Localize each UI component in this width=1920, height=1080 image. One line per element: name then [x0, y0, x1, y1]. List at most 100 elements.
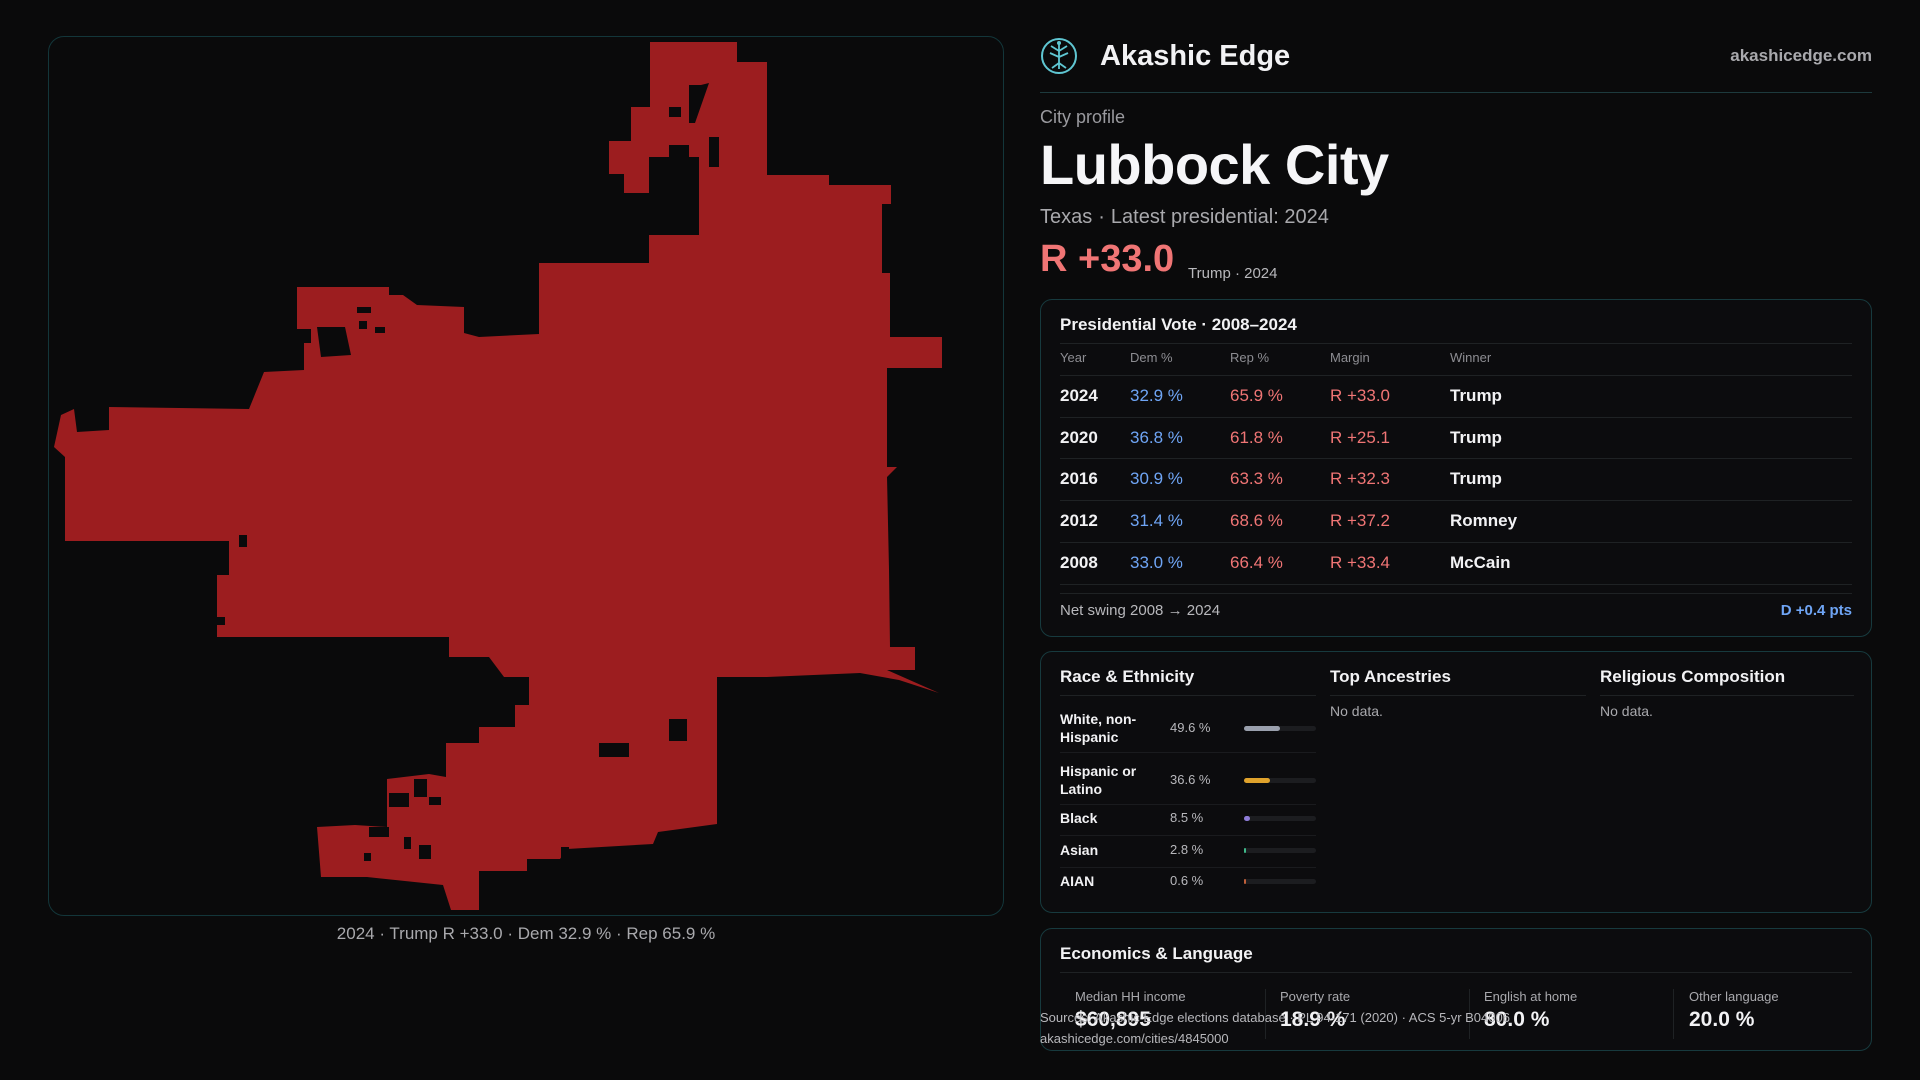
latest-margin: R +33.0 — [1040, 238, 1175, 280]
religion-empty: No data. — [1600, 703, 1653, 719]
profile-subtitle: Texas · Latest presidential: 2024 — [1040, 206, 1329, 228]
divider — [1600, 695, 1854, 696]
cell-dem: 31.4 % — [1130, 511, 1183, 530]
table-row: 2008 33.0 % 66.4 % R +33.4 McCain — [1060, 542, 1852, 584]
sources-line: Sources: Akashic Edge elections database… — [1040, 1010, 1510, 1025]
race-label: AIAN — [1060, 873, 1095, 889]
race-ethnicity-title: Race & Ethnicity — [1060, 667, 1195, 686]
religion-title: Religious Composition — [1600, 667, 1786, 686]
city-permalink[interactable]: akashicedge.com/cities/4845000 — [1040, 1031, 1229, 1046]
cell-rep: 63.3 % — [1230, 469, 1283, 488]
cell-rep: 65.9 % — [1230, 386, 1283, 405]
cell-winner: McCain — [1450, 553, 1511, 572]
city-map-panel[interactable] — [48, 36, 1004, 916]
latest-margin-note: Trump · 2024 — [1188, 265, 1278, 282]
stat-label: English at home — [1484, 989, 1578, 1004]
cell-year: 2020 — [1060, 428, 1098, 447]
divider — [1060, 972, 1852, 973]
race-bar-fill — [1244, 726, 1280, 731]
race-bar-fill — [1244, 848, 1247, 853]
race-bar-fill — [1244, 778, 1271, 783]
table-row: 2020 36.8 % 61.8 % R +25.1 Trump — [1060, 417, 1852, 459]
race-bar-fill — [1244, 816, 1251, 821]
stat-value: 20.0 % — [1689, 1008, 1755, 1031]
brand-url-link[interactable]: akashicedge.com — [1730, 46, 1872, 65]
divider — [1265, 989, 1266, 1039]
cell-margin: R +37.2 — [1330, 511, 1391, 530]
divider — [1469, 989, 1470, 1039]
cell-dem: 30.9 % — [1130, 469, 1183, 488]
race-label: Hispanic or Latino — [1060, 763, 1137, 797]
col-header-winner: Winner — [1450, 350, 1492, 365]
cell-dem: 33.0 % — [1130, 553, 1183, 572]
stat-value: 80.0 % — [1484, 1008, 1550, 1031]
cell-margin: R +33.4 — [1330, 553, 1391, 572]
stat-label: Other language — [1689, 989, 1779, 1004]
vote-card-title: Presidential Vote · 2008–2024 — [1060, 315, 1297, 334]
row-divider — [1060, 542, 1852, 543]
col-header-dem: Dem % — [1130, 350, 1173, 365]
economics-title: Economics & Language — [1060, 944, 1253, 963]
net-swing-label: Net swing 2008 → 2024 — [1060, 602, 1221, 619]
stat-value: $60,895 — [1075, 1008, 1151, 1031]
divider — [1060, 695, 1316, 696]
race-bar-track — [1244, 778, 1316, 783]
net-swing-value: D +0.4 pts — [1780, 602, 1852, 619]
col-header-year: Year — [1060, 350, 1087, 365]
divider — [1060, 343, 1852, 344]
cell-margin: R +33.0 — [1330, 386, 1391, 405]
cell-year: 2024 — [1060, 386, 1098, 405]
cell-rep: 66.4 % — [1230, 553, 1283, 572]
race-pct: 2.8 % — [1170, 842, 1204, 857]
race-label: Asian — [1060, 842, 1099, 858]
race-bar-fill — [1244, 879, 1246, 884]
race-pct: 49.6 % — [1170, 720, 1211, 735]
presidential-vote-card: Presidential Vote · 2008–2024 Year Dem %… — [1040, 299, 1872, 637]
cell-winner: Trump — [1450, 428, 1502, 447]
other-language-stat: Other language 20.0 % — [1689, 989, 1879, 1032]
race-bar-track — [1244, 879, 1316, 884]
col-header-rep: Rep % — [1230, 350, 1270, 365]
row-divider — [1060, 375, 1852, 376]
race-pct: 0.6 % — [1170, 873, 1204, 888]
row-divider — [1060, 458, 1852, 459]
race-bar-track — [1244, 726, 1316, 731]
cell-year: 2012 — [1060, 511, 1098, 530]
race-pct: 36.6 % — [1170, 772, 1211, 787]
economics-card: Economics & Language Median HH income $6… — [1040, 928, 1872, 1051]
table-row: 2012 31.4 % 68.6 % R +37.2 Romney — [1060, 500, 1852, 542]
sources-note: Sources: Akashic Edge elections database… — [1040, 1007, 1510, 1049]
divider — [1673, 989, 1674, 1039]
table-row: 2024 32.9 % 65.9 % R +33.0 Trump — [1060, 375, 1852, 417]
row-divider — [1060, 867, 1316, 868]
tree-of-life-icon — [1041, 38, 1077, 74]
city-boundary-map[interactable] — [49, 37, 1004, 916]
race-pct: 8.5 % — [1170, 810, 1204, 825]
row-divider — [1060, 835, 1316, 836]
latest-election-label: Latest presidential: 2024 — [1110, 206, 1329, 228]
race-label: White, non-Hispanic — [1060, 711, 1137, 745]
city-boundary-shape — [54, 42, 942, 910]
cell-margin: R +32.3 — [1330, 469, 1391, 488]
divider — [1060, 584, 1852, 585]
cell-winner: Trump — [1450, 386, 1502, 405]
profile-column: Akashic Edge akashicedge.com City profil… — [1040, 0, 1872, 1080]
map-caption: 2024 · Trump R +33.0 · Dem 32.9 % · Rep … — [336, 924, 716, 943]
race-bar-track — [1244, 816, 1316, 821]
divider — [1060, 593, 1852, 594]
cell-rep: 68.6 % — [1230, 511, 1283, 530]
divider — [1330, 695, 1586, 696]
stat-label: Poverty rate — [1280, 989, 1351, 1004]
stat-label: Median HH income — [1075, 989, 1186, 1004]
header-divider — [1040, 92, 1872, 93]
cell-year: 2008 — [1060, 553, 1098, 572]
stat-value: 18.9 % — [1280, 1008, 1346, 1031]
demographics-card: Race & Ethnicity Top Ancestries No data.… — [1040, 651, 1872, 913]
race-bar-track — [1244, 848, 1316, 853]
state-name: Texas — [1040, 206, 1093, 228]
brand[interactable]: Akashic Edge — [1040, 36, 1290, 76]
cell-winner: Romney — [1450, 511, 1518, 530]
page-title: Lubbock City — [1040, 133, 1389, 196]
cell-winner: Trump — [1450, 469, 1502, 488]
median-income-stat: Median HH income $60,895 — [1075, 989, 1265, 1032]
